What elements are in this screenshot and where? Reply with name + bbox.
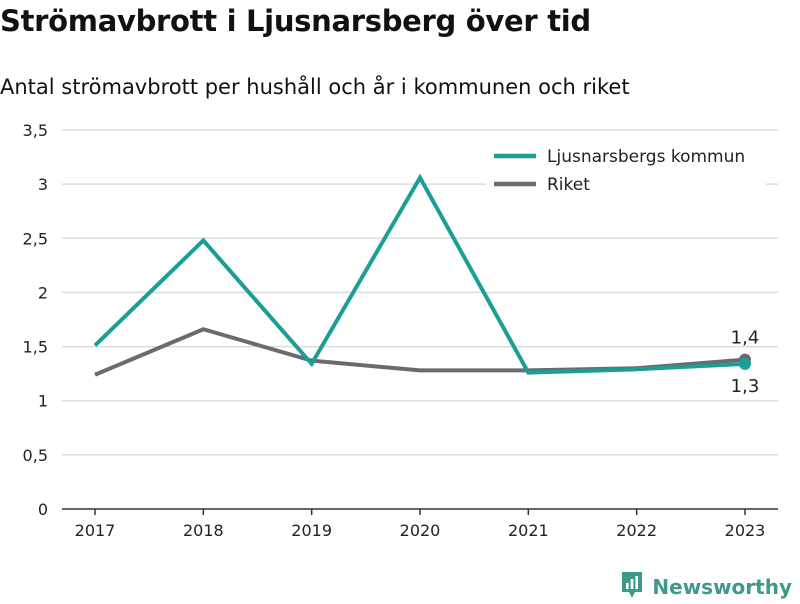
y-axis: 0 0,5 1 1,5 2 2,5 3 3,5	[23, 121, 48, 519]
x-tick-label: 2021	[508, 521, 549, 540]
chart-subtitle: Antal strömavbrott per hushåll och år i …	[0, 75, 630, 99]
series-line-ljusnarsbergs-kommun	[93, 173, 746, 375]
newsworthy-logo-icon	[620, 570, 644, 604]
legend-background	[486, 140, 766, 198]
x-tick-label: 2023	[725, 521, 766, 540]
legend: Ljusnarsbergs kommun Riket	[486, 140, 766, 198]
x-tick-label: 2022	[616, 521, 657, 540]
series-group: 1,3 1,4	[93, 173, 760, 397]
y-tick-label: 3	[38, 175, 48, 194]
x-tick-label: 2017	[75, 521, 116, 540]
end-value-label: 1,4	[731, 328, 760, 349]
brand-name: Newsworthy	[652, 575, 792, 599]
legend-label: Ljusnarsbergs kommun	[547, 147, 745, 167]
chart-title: Strömavbrott i Ljusnarsberg över tid	[0, 4, 591, 38]
brand: Newsworthy	[620, 570, 792, 604]
x-axis: 2017 2018 2019 2020 2021 2022 2023	[62, 508, 778, 540]
y-tick-label: 2,5	[23, 229, 48, 248]
legend-label: Riket	[547, 175, 590, 195]
x-tick-label: 2018	[183, 521, 224, 540]
y-tick-label: 2	[38, 283, 48, 302]
y-tick-label: 1,5	[23, 338, 48, 357]
end-point-ljusnarsbergs-kommun	[739, 357, 751, 370]
end-value-label: 1,3	[731, 376, 760, 397]
x-tick-label: 2019	[291, 521, 332, 540]
y-tick-label: 3,5	[23, 121, 48, 140]
y-tick-label: 1	[38, 392, 48, 411]
y-tick-label: 0	[38, 500, 48, 519]
y-tick-label: 0,5	[23, 446, 48, 465]
x-tick-label: 2020	[400, 521, 441, 540]
